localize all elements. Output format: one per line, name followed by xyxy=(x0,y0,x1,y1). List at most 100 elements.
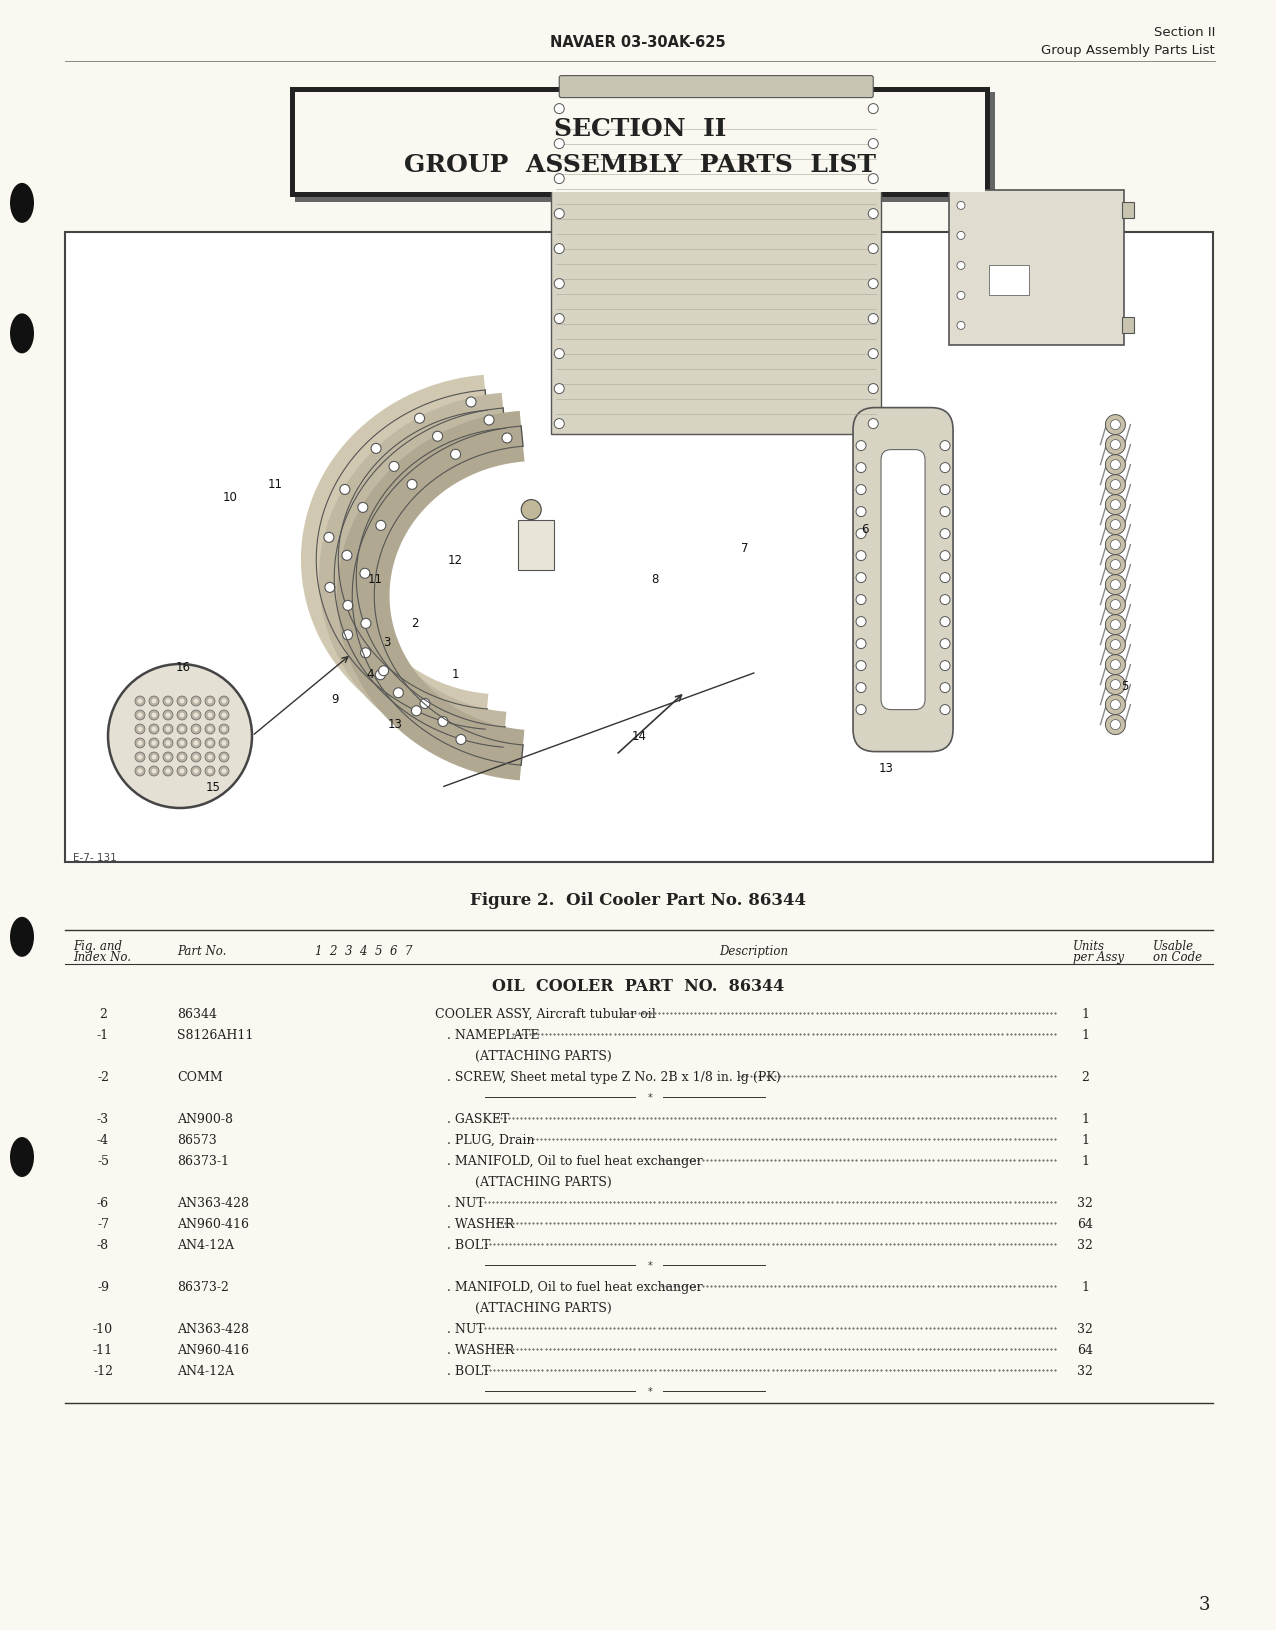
Circle shape xyxy=(222,769,227,774)
Text: -12: -12 xyxy=(93,1364,114,1377)
Circle shape xyxy=(177,725,188,735)
Circle shape xyxy=(191,738,202,748)
Text: 32: 32 xyxy=(1077,1239,1094,1252)
Text: . NAMEPLATE: . NAMEPLATE xyxy=(447,1029,540,1042)
Circle shape xyxy=(856,486,866,496)
Circle shape xyxy=(177,711,188,720)
Text: 9: 9 xyxy=(332,693,338,706)
Circle shape xyxy=(205,738,214,748)
Text: . MANIFOLD, Oil to fuel heat exchanger: . MANIFOLD, Oil to fuel heat exchanger xyxy=(447,1280,703,1293)
Circle shape xyxy=(433,432,443,442)
Text: AN900-8: AN900-8 xyxy=(177,1112,234,1125)
Circle shape xyxy=(1110,621,1120,631)
Bar xyxy=(949,191,1124,346)
Text: Part No.: Part No. xyxy=(177,945,226,958)
Text: Description: Description xyxy=(720,945,789,958)
Circle shape xyxy=(180,727,185,732)
Circle shape xyxy=(957,202,965,210)
Circle shape xyxy=(138,727,143,732)
Text: Group Assembly Parts List: Group Assembly Parts List xyxy=(1041,44,1215,57)
Circle shape xyxy=(163,696,174,706)
Circle shape xyxy=(205,711,214,720)
Text: . NUT: . NUT xyxy=(447,1196,485,1209)
Circle shape xyxy=(957,292,965,300)
Circle shape xyxy=(450,450,461,460)
Circle shape xyxy=(411,706,421,716)
Circle shape xyxy=(194,742,199,747)
Circle shape xyxy=(940,574,951,584)
Text: 86373-1: 86373-1 xyxy=(177,1154,228,1167)
Bar xyxy=(551,95,882,434)
Text: 16: 16 xyxy=(176,660,190,673)
Text: -5: -5 xyxy=(97,1154,108,1167)
Circle shape xyxy=(325,584,334,593)
Circle shape xyxy=(208,699,213,704)
Circle shape xyxy=(554,244,564,254)
Text: 3: 3 xyxy=(383,636,390,649)
Text: 4: 4 xyxy=(366,667,374,680)
Circle shape xyxy=(868,210,878,220)
Text: Index No.: Index No. xyxy=(73,950,131,963)
Circle shape xyxy=(554,104,564,114)
Circle shape xyxy=(1105,535,1125,556)
Circle shape xyxy=(219,711,228,720)
Circle shape xyxy=(407,481,417,491)
Text: 86344: 86344 xyxy=(177,1007,217,1020)
Text: E-7- 131: E-7- 131 xyxy=(73,852,116,862)
Circle shape xyxy=(219,753,228,763)
Circle shape xyxy=(219,696,228,706)
Circle shape xyxy=(222,755,227,760)
Circle shape xyxy=(222,712,227,719)
Circle shape xyxy=(484,416,494,425)
Text: AN960-416: AN960-416 xyxy=(177,1218,249,1231)
Circle shape xyxy=(180,712,185,719)
Text: Figure 2.  Oil Cooler Part No. 86344: Figure 2. Oil Cooler Part No. 86344 xyxy=(470,892,806,910)
Bar xyxy=(295,93,985,192)
Circle shape xyxy=(166,712,171,719)
Circle shape xyxy=(1105,655,1125,675)
Circle shape xyxy=(940,551,951,561)
Text: -9: -9 xyxy=(97,1280,108,1293)
Circle shape xyxy=(1105,455,1125,476)
Text: 1: 1 xyxy=(1081,1029,1088,1042)
Circle shape xyxy=(135,766,145,776)
Circle shape xyxy=(554,419,564,429)
Circle shape xyxy=(1110,520,1120,530)
Circle shape xyxy=(191,711,202,720)
Circle shape xyxy=(208,755,213,760)
Circle shape xyxy=(1110,540,1120,551)
Circle shape xyxy=(868,279,878,290)
Circle shape xyxy=(940,683,951,693)
Text: 32: 32 xyxy=(1077,1364,1094,1377)
Text: GROUP  ASSEMBLY  PARTS  LIST: GROUP ASSEMBLY PARTS LIST xyxy=(404,153,877,178)
Circle shape xyxy=(1110,701,1120,711)
Circle shape xyxy=(554,349,564,359)
Text: OIL  COOLER  PART  NO.  86344: OIL COOLER PART NO. 86344 xyxy=(491,978,785,994)
Circle shape xyxy=(205,753,214,763)
Circle shape xyxy=(868,104,878,114)
Circle shape xyxy=(856,442,866,452)
Circle shape xyxy=(208,742,213,747)
Circle shape xyxy=(222,742,227,747)
Circle shape xyxy=(138,755,143,760)
Circle shape xyxy=(149,753,160,763)
Circle shape xyxy=(957,231,965,240)
Circle shape xyxy=(940,463,951,473)
Circle shape xyxy=(957,323,965,331)
Circle shape xyxy=(149,738,160,748)
Circle shape xyxy=(1110,600,1120,610)
Circle shape xyxy=(1105,694,1125,716)
Circle shape xyxy=(868,385,878,394)
Text: 2: 2 xyxy=(1081,1071,1088,1084)
Text: -8: -8 xyxy=(97,1239,108,1252)
Circle shape xyxy=(166,742,171,747)
Text: -11: -11 xyxy=(93,1343,114,1356)
Circle shape xyxy=(194,727,199,732)
Text: Fig. and: Fig. and xyxy=(73,941,122,954)
Circle shape xyxy=(219,738,228,748)
Circle shape xyxy=(415,414,425,424)
Bar xyxy=(1122,204,1134,220)
Circle shape xyxy=(191,725,202,735)
Bar xyxy=(1122,318,1134,334)
Circle shape xyxy=(108,665,251,808)
